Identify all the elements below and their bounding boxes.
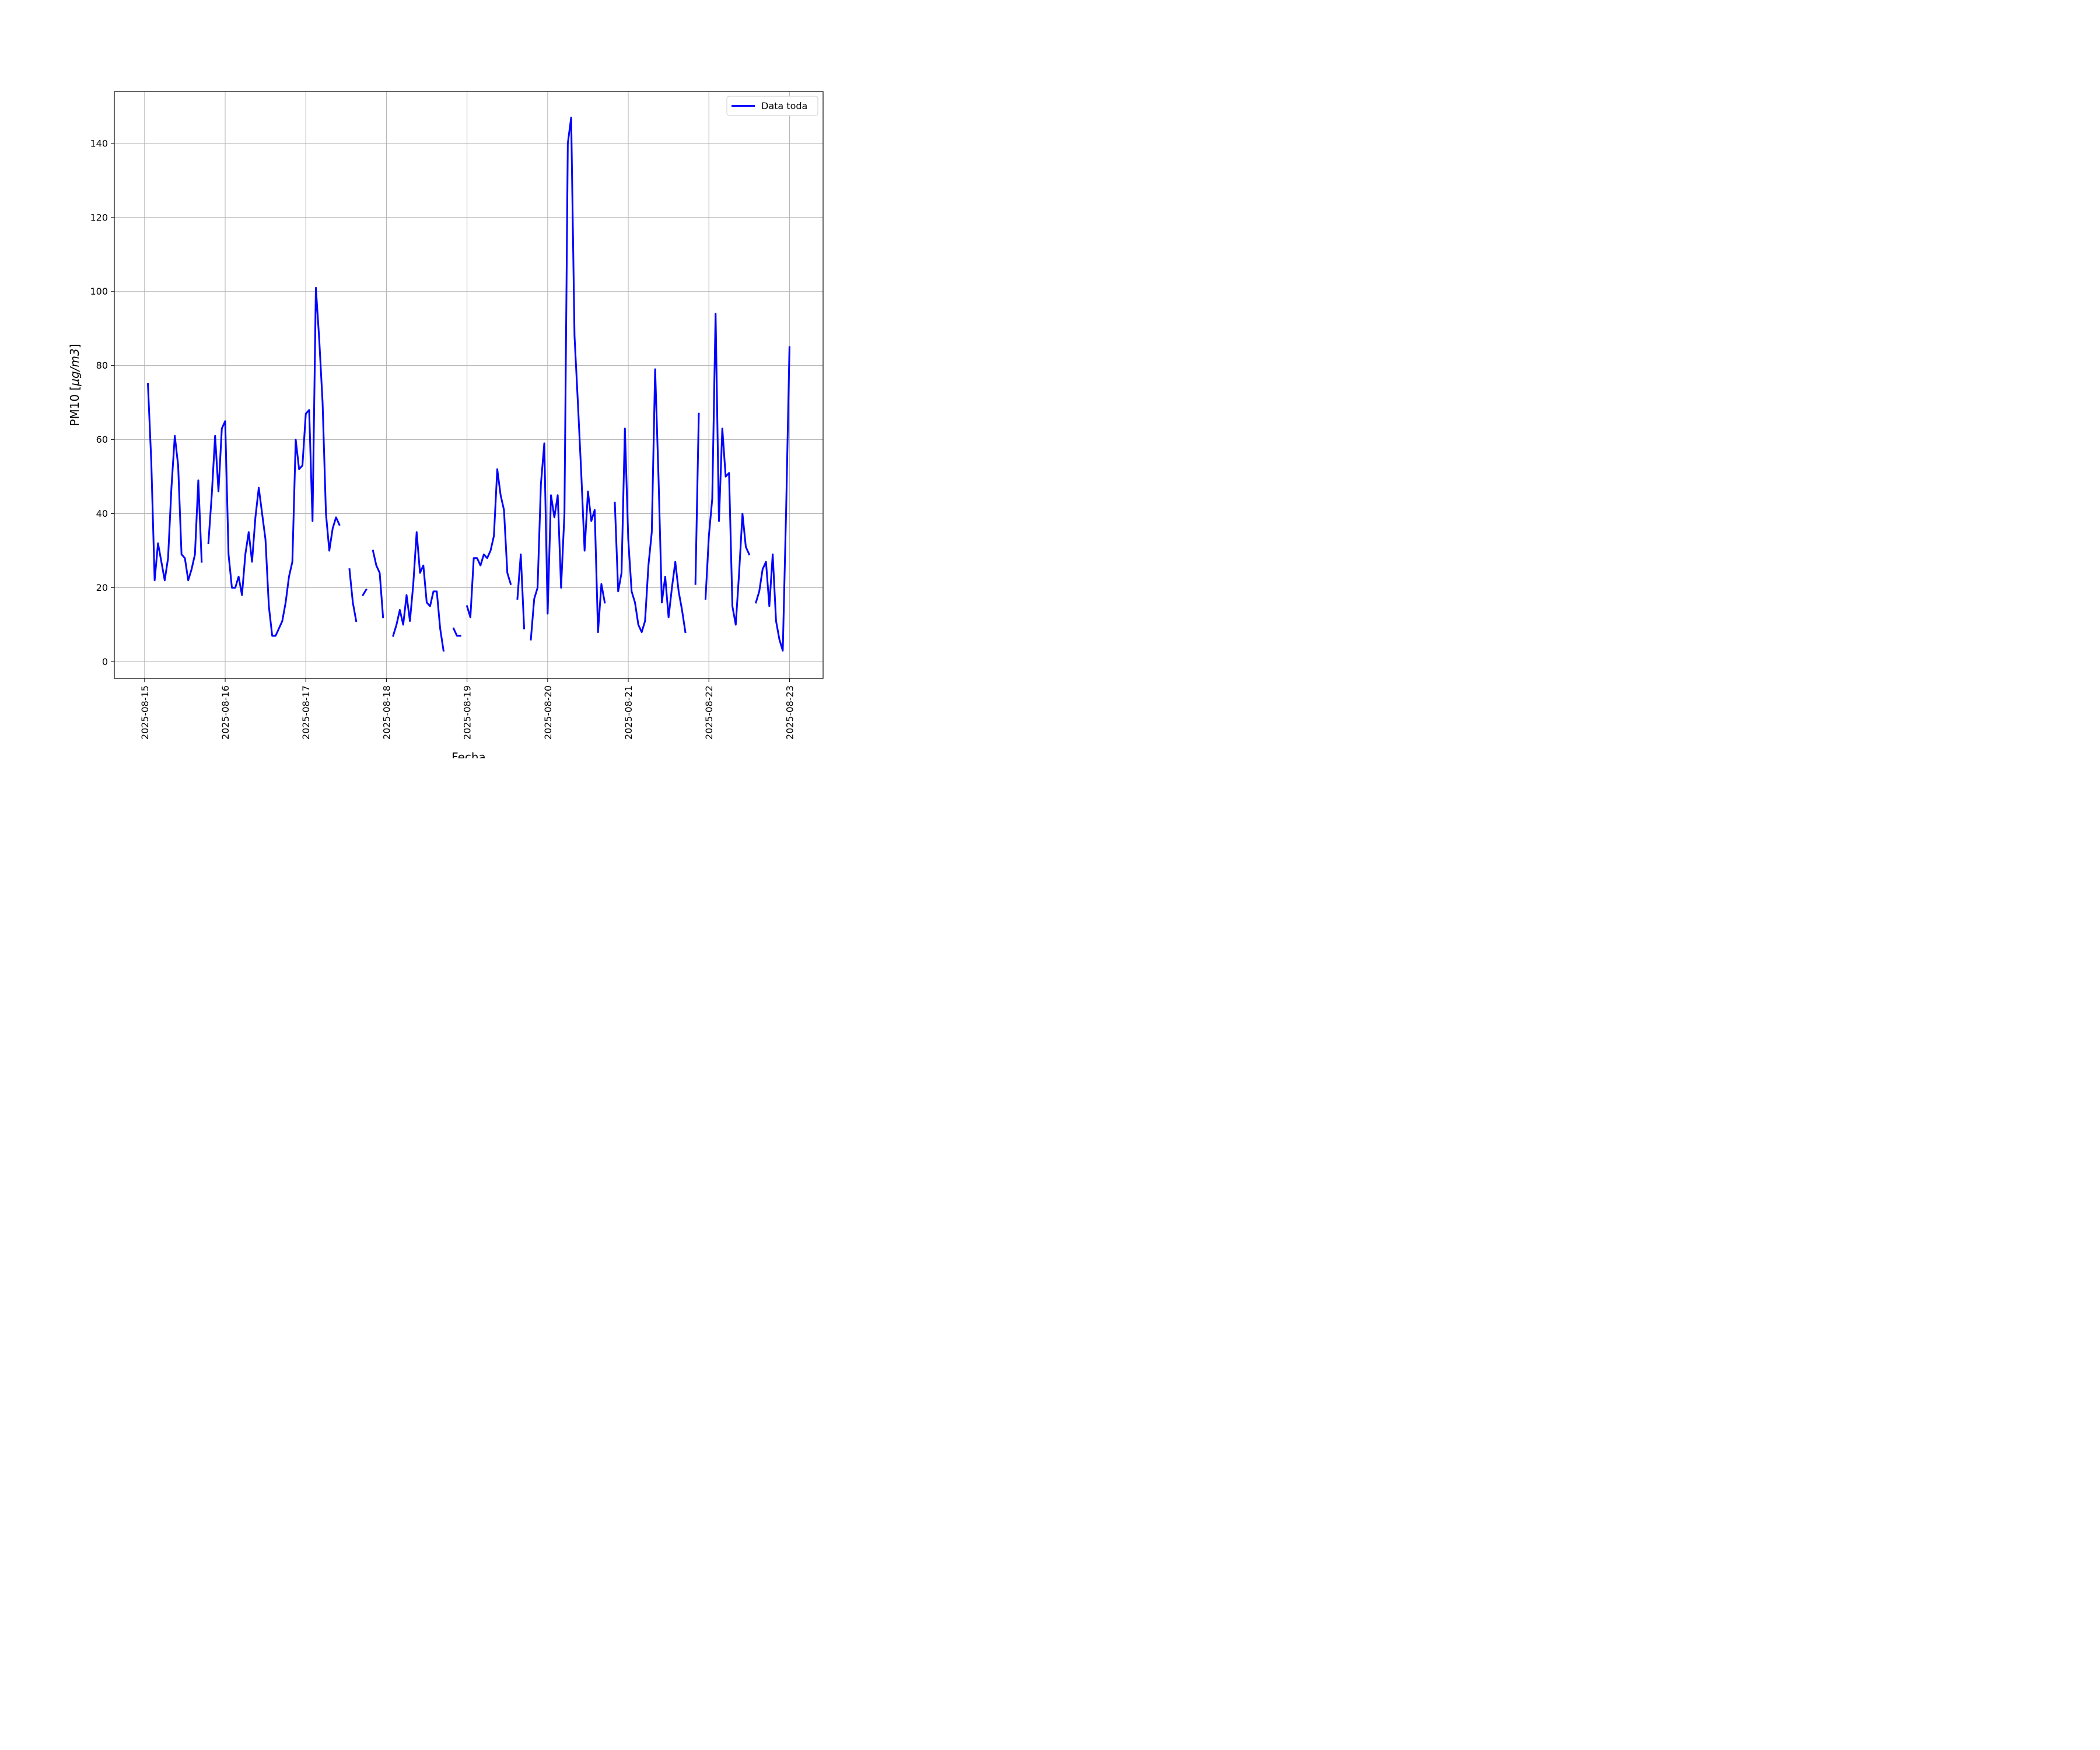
- x-tick-label: 2025-08-20: [542, 685, 554, 740]
- series-line-segment: [694, 412, 700, 585]
- x-tick-label: 2025-08-22: [704, 685, 715, 740]
- y-tick-label: 80: [96, 360, 108, 371]
- y-axis: 0 20 40 60 80 100 120 140: [90, 138, 114, 667]
- legend-box: [726, 96, 818, 116]
- x-tick-label: 2025-08-23: [784, 685, 795, 740]
- series-line-segment: [372, 550, 384, 618]
- series-line-segment: [362, 588, 368, 597]
- y-tick-label: 60: [96, 434, 108, 445]
- series-line-segment: [147, 383, 203, 582]
- plot-area-frame: [114, 91, 824, 679]
- y-axis-title-units: μg/m3: [68, 348, 82, 386]
- series-line-segment: [754, 346, 790, 652]
- series-line-segment: [614, 368, 687, 634]
- series-line-segment: [466, 468, 512, 618]
- y-tick-label: 20: [96, 582, 108, 593]
- x-axis: 2025-08-15 2025-08-16 2025-08-17 2025-08-18…: [139, 678, 795, 740]
- series-line-segment: [530, 116, 606, 640]
- legend-label: Data toda: [761, 100, 807, 111]
- x-tick-label: 2025-08-21: [623, 685, 634, 740]
- x-tick-label: 2025-08-18: [381, 685, 392, 740]
- y-tick-label: 0: [102, 656, 108, 667]
- y-tick-label: 120: [90, 212, 108, 223]
- y-axis-title-close: ]: [68, 344, 82, 348]
- legend: Data toda: [726, 96, 818, 116]
- y-tick-label: 100: [90, 286, 108, 297]
- y-tick-label: 140: [90, 138, 108, 149]
- y-axis-title-text: PM10 [: [68, 386, 82, 426]
- x-tick-label: 2025-08-19: [462, 685, 473, 740]
- x-axis-title: Fecha: [452, 750, 486, 758]
- y-tick-label: 40: [96, 508, 108, 519]
- x-tick-label: 2025-08-16: [220, 685, 231, 740]
- x-tick-label: 2025-08-17: [300, 685, 312, 740]
- series-line-segment: [452, 627, 461, 637]
- series-line-segment: [704, 313, 751, 626]
- series-line-segment: [348, 568, 358, 622]
- pm10-line-chart: 2025-08-15 2025-08-16 2025-08-17 2025-08-18…: [68, 91, 824, 758]
- series-lines: [147, 116, 790, 652]
- y-axis-title: PM10 [μg/m3]: [68, 344, 82, 426]
- series-line-segment: [207, 286, 341, 637]
- series-line-segment: [516, 553, 526, 629]
- x-tick-label: 2025-08-15: [139, 685, 150, 740]
- series-line-segment: [392, 531, 445, 652]
